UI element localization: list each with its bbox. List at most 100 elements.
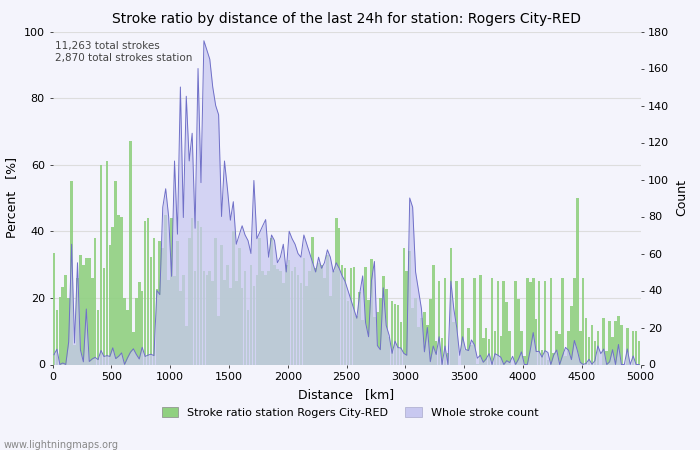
Bar [540,350,543,365]
Bar [62,287,64,365]
Bar [523,356,526,364]
Bar [153,238,155,364]
Bar [290,271,293,364]
Bar [246,310,249,364]
Bar [438,281,440,364]
Bar [402,248,405,364]
Bar [294,267,296,364]
Bar [353,267,355,365]
Bar [258,238,261,364]
Bar [126,310,129,364]
Bar [118,215,120,364]
Bar [461,278,464,365]
Bar [202,271,205,364]
Bar [279,271,281,364]
Bar [323,278,326,365]
Bar [314,268,317,365]
Bar [273,265,276,364]
Bar [335,218,337,364]
Bar [420,318,423,364]
Bar [329,296,332,365]
Bar [209,271,211,364]
Bar [444,278,447,365]
Bar [76,278,79,365]
Bar [158,241,161,364]
Bar [552,353,555,364]
Bar [162,248,164,364]
Bar [332,271,335,364]
Bar [473,278,476,365]
Bar [614,321,617,365]
Bar [144,221,146,364]
Bar [529,282,531,364]
Bar [620,324,623,364]
Bar [170,218,173,364]
Bar [141,291,144,365]
Bar [606,351,608,364]
Bar [317,263,320,365]
Bar [567,331,570,364]
Bar [635,331,638,364]
Bar [496,281,499,364]
Bar [494,331,496,364]
Bar [300,283,302,364]
Bar [114,181,117,364]
Bar [103,268,105,365]
Bar [211,281,214,364]
Bar [341,265,344,364]
Bar [244,271,246,364]
Bar [508,331,511,364]
Bar [108,245,111,364]
Bar [417,327,420,364]
Bar [526,278,528,365]
Bar [191,218,193,364]
Bar [576,198,579,364]
Bar [199,227,202,364]
Bar [238,248,241,364]
Bar [261,271,264,364]
Bar [361,320,364,364]
Bar [120,217,123,364]
Bar [297,274,300,364]
Bar [150,257,153,364]
Bar [250,265,252,364]
Bar [99,165,102,364]
Bar [276,269,279,364]
Bar [164,215,167,364]
Bar [617,316,620,364]
Bar [561,278,564,365]
Bar [379,298,382,365]
Bar [138,282,141,364]
Bar [235,280,237,365]
Bar [397,305,399,365]
Bar [256,274,258,364]
Bar [408,251,411,364]
Bar [55,310,58,365]
Text: 11,263 total strokes
2,870 total strokes station: 11,263 total strokes 2,870 total strokes… [55,41,192,63]
Bar [582,278,584,365]
Bar [223,280,226,365]
Bar [449,248,452,364]
Bar [206,275,208,364]
Bar [544,281,546,364]
Legend: Stroke ratio station Rogers City-RED, Whole stroke count: Stroke ratio station Rogers City-RED, Wh… [158,402,542,422]
Bar [400,322,402,365]
Bar [611,337,614,365]
Bar [358,292,361,365]
Bar [220,245,223,364]
Bar [391,301,393,364]
Bar [265,275,267,364]
Bar [267,271,270,364]
Bar [626,328,629,365]
Bar [452,322,455,364]
Bar [467,328,470,365]
Bar [70,181,73,364]
Bar [59,297,61,364]
Bar [414,298,417,365]
Bar [179,291,182,365]
Bar [82,265,85,364]
Bar [573,278,575,365]
Bar [373,317,376,364]
Bar [123,298,126,365]
Bar [312,237,314,364]
